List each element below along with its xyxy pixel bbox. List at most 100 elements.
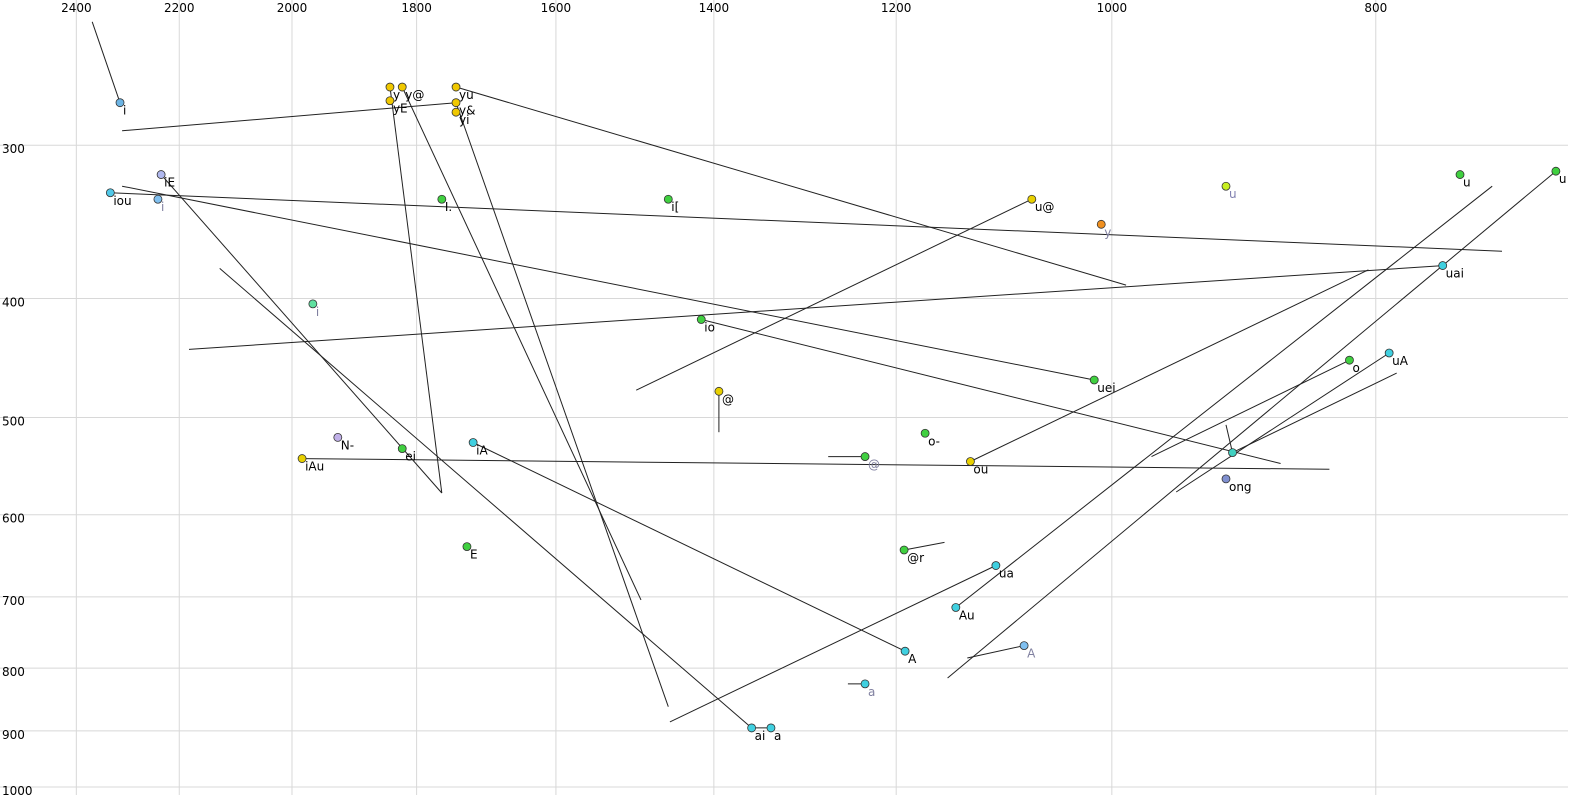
vowel-point	[1345, 355, 1354, 365]
vowel-point	[1228, 448, 1237, 457]
x-tick-label: 1600	[541, 1, 572, 15]
vowel-point	[451, 107, 461, 117]
vowel-point	[1019, 641, 1029, 651]
x-tick-label: 2000	[277, 1, 308, 15]
vowel-label: u	[1463, 176, 1471, 190]
vowel-label: N-	[341, 438, 354, 452]
trajectory	[701, 319, 1281, 464]
trajectory	[455, 102, 669, 707]
x-tick-label: 800	[1364, 1, 1387, 15]
trajectory	[947, 170, 1557, 679]
vowel-label: Au	[959, 608, 975, 622]
trajectory	[955, 185, 1493, 608]
vowel-label: A	[1027, 647, 1036, 661]
trajectory	[219, 268, 752, 729]
y-tick-label: 700	[2, 594, 25, 608]
trajectory	[389, 86, 443, 494]
vowel-point	[951, 603, 961, 612]
trajectory	[122, 185, 1095, 381]
trajectory	[669, 565, 997, 723]
vowel-point	[333, 433, 343, 442]
vowel-label: iAu	[305, 460, 324, 474]
vowel-point	[451, 98, 461, 108]
y-tick-label: 1000	[2, 784, 33, 798]
vowel-point	[1027, 194, 1037, 204]
vowel-label: i	[123, 104, 126, 118]
vowel-point	[991, 561, 1001, 570]
vowel-label: @	[868, 458, 880, 472]
vowel-label: yu	[459, 88, 474, 102]
vowel-label: y&	[459, 104, 475, 118]
vowel-label: yi	[459, 113, 469, 127]
trajectory	[401, 86, 642, 601]
trajectory	[122, 102, 457, 132]
vowel-point	[397, 82, 407, 92]
vowel-point	[714, 386, 724, 396]
trajectory	[188, 265, 1443, 350]
trajectory	[472, 442, 906, 652]
vowel-label: ei	[405, 450, 416, 464]
vowel-label: i	[161, 200, 164, 214]
vowel-point	[1221, 474, 1231, 484]
vowel-label: uA	[1392, 354, 1409, 368]
vowel-label: I.	[445, 200, 452, 214]
trajectory	[455, 86, 1127, 286]
vowel-point	[1438, 261, 1448, 270]
vowel-point	[156, 170, 166, 179]
x-tick-label: 1200	[881, 1, 912, 15]
vowel-label: A	[908, 652, 917, 666]
vowel-label: a	[774, 729, 781, 743]
trajectory	[302, 458, 1330, 470]
vowel-label: u@	[1035, 200, 1055, 214]
trajectory	[1232, 372, 1397, 454]
x-tick-label: 2200	[164, 1, 195, 15]
vowel-label: y	[393, 88, 400, 102]
y-tick-label: 300	[2, 142, 25, 156]
vowel-label: ong	[1229, 480, 1252, 494]
vowel-point	[1096, 219, 1106, 229]
vowel-label: u	[1559, 172, 1567, 186]
vowel-point	[696, 315, 706, 324]
trajectory	[635, 198, 1033, 391]
vowel-label: iA	[476, 444, 488, 458]
vowel-point	[900, 646, 910, 656]
x-tick-label: 1000	[1097, 1, 1128, 15]
vowel-label: ua	[999, 567, 1014, 581]
x-tick-label: 1400	[699, 1, 730, 15]
vowel-point	[308, 299, 318, 309]
vowel-label: io	[704, 320, 715, 334]
vowel-point	[899, 545, 909, 555]
trajectory	[967, 645, 1025, 659]
vowel-point	[860, 452, 870, 461]
trajectory	[1175, 352, 1390, 493]
vowel-point	[747, 723, 757, 733]
vowel-point	[663, 194, 673, 204]
vowel-label: a	[868, 685, 875, 699]
vowel-point	[437, 194, 447, 204]
vowel-label: u	[1229, 187, 1237, 201]
vowel-label: i	[316, 305, 319, 319]
trajectory	[91, 21, 121, 103]
vowel-label: y	[1104, 225, 1111, 239]
trajectory	[160, 174, 443, 494]
vowel-point	[462, 542, 472, 552]
vowel-point	[966, 457, 975, 466]
vowel-label: iou	[113, 194, 131, 208]
trajectory	[110, 192, 1503, 252]
y-tick-label: 500	[2, 415, 25, 429]
vowel-point	[1221, 181, 1231, 191]
vowel-label: ai	[755, 729, 766, 743]
vowel-point	[385, 96, 395, 106]
trajectory	[970, 269, 1369, 462]
vowel-label: i[	[671, 200, 679, 214]
vowel-point	[766, 723, 776, 733]
vowel-point	[860, 679, 870, 689]
vowel-point	[451, 82, 461, 92]
vowel-point	[105, 188, 115, 198]
vowel-label: uai	[1446, 267, 1464, 281]
vowel-label: @r	[907, 551, 924, 565]
vowel-point	[297, 454, 307, 463]
vowel-label: o-	[928, 434, 940, 448]
vowel-label: E	[470, 548, 478, 562]
